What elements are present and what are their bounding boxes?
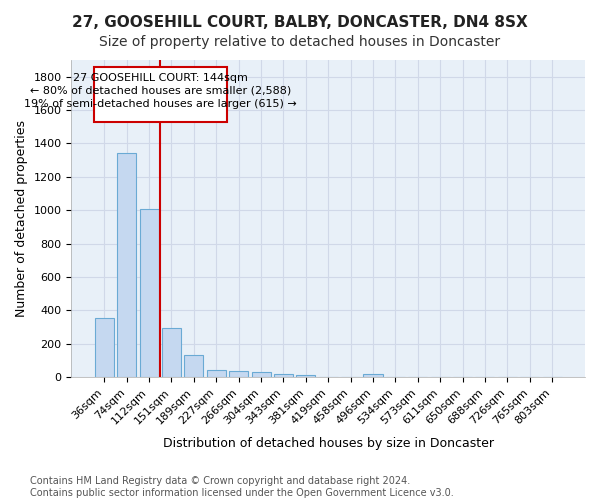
Bar (117, 154, 136, 377)
Bar (162, 328, 181, 377)
Text: Contains HM Land Registry data © Crown copyright and database right 2024.
Contai: Contains HM Land Registry data © Crown c… (30, 476, 454, 498)
Bar (184, 356, 203, 377)
Bar (274, 374, 293, 377)
Bar (251, 372, 271, 377)
Bar (95, 318, 114, 377)
Bar (140, 208, 158, 377)
Y-axis label: Number of detached properties: Number of detached properties (15, 120, 28, 317)
Text: 27, GOOSEHILL COURT, BALBY, DONCASTER, DN4 8SX: 27, GOOSEHILL COURT, BALBY, DONCASTER, D… (72, 15, 528, 30)
X-axis label: Distribution of detached houses by size in Doncaster: Distribution of detached houses by size … (163, 437, 494, 450)
FancyBboxPatch shape (94, 66, 227, 122)
Bar (229, 371, 248, 377)
Bar (296, 374, 316, 377)
Bar (364, 374, 383, 377)
Text: Size of property relative to detached houses in Doncaster: Size of property relative to detached ho… (100, 35, 500, 49)
Text: 27 GOOSEHILL COURT: 144sqm
← 80% of detached houses are smaller (2,588)
19% of s: 27 GOOSEHILL COURT: 144sqm ← 80% of deta… (25, 72, 297, 109)
Bar (207, 370, 226, 377)
